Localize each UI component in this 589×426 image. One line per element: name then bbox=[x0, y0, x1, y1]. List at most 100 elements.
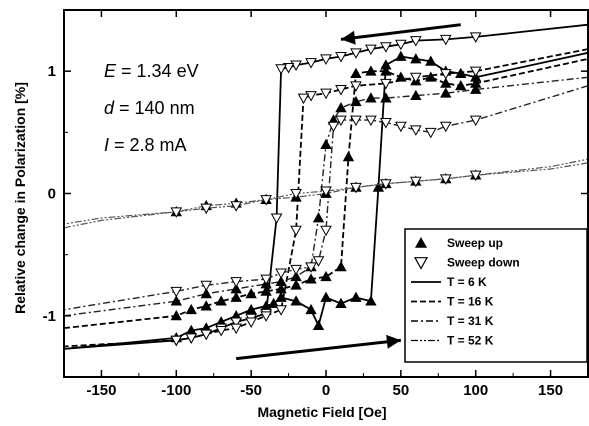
sweep-down-arrow bbox=[340, 23, 461, 45]
sweep-up-marker bbox=[350, 291, 362, 302]
sweep-down-marker bbox=[469, 115, 482, 127]
sweep-down-marker bbox=[260, 311, 272, 322]
sweep-up-marker bbox=[275, 283, 287, 294]
sweep-down-marker bbox=[200, 329, 213, 341]
sweep-down-marker bbox=[439, 69, 452, 80]
series-52k-down bbox=[64, 162, 588, 225]
sweep-down-marker bbox=[380, 179, 392, 190]
sweep-down-marker bbox=[365, 44, 377, 56]
x-tick-label: -150 bbox=[86, 382, 116, 399]
sweep-down-marker bbox=[350, 115, 362, 127]
sweep-down-marker bbox=[230, 323, 243, 335]
sweep-down-marker bbox=[260, 195, 272, 206]
sweep-up-marker bbox=[365, 92, 377, 103]
sweep-up-marker bbox=[470, 83, 482, 94]
sweep-down-marker bbox=[245, 317, 257, 328]
legend-item: T = 6 K bbox=[411, 275, 487, 289]
series-31k-down bbox=[64, 85, 588, 311]
sweep-down-marker bbox=[275, 268, 287, 280]
x-tick-label: 150 bbox=[538, 382, 563, 399]
sweep-up-marker bbox=[380, 92, 392, 103]
sweep-up-marker bbox=[230, 291, 242, 302]
sweep-up-marker bbox=[335, 261, 347, 272]
sweep-up-marker bbox=[245, 287, 257, 299]
sweep-down-marker bbox=[305, 58, 317, 69]
sweep-up-marker bbox=[290, 279, 302, 290]
sweep-up-marker bbox=[335, 297, 347, 309]
sweep-down-marker bbox=[200, 203, 213, 215]
sweep-up-marker bbox=[312, 212, 325, 223]
sweep-down-marker bbox=[270, 213, 283, 224]
sweep-down-marker bbox=[320, 54, 332, 65]
sweep-down-marker bbox=[290, 264, 302, 276]
sweep-down-marker bbox=[275, 305, 287, 316]
sweep-up-marker bbox=[440, 87, 452, 98]
legend-item: T = 16 K bbox=[411, 295, 494, 309]
sweep-up-marker bbox=[305, 303, 317, 315]
axis-ticks: -150 -100 -50 0 50 100 150 -1 0 1 bbox=[43, 9, 589, 399]
parameter-annotation: I = 2.8 mA bbox=[104, 135, 187, 155]
sweep-up-marker bbox=[260, 285, 272, 296]
sweep-down-marker bbox=[409, 125, 422, 136]
legend-label: Sweep down bbox=[447, 256, 520, 270]
sweep-up-marker bbox=[215, 295, 227, 306]
sweep-down-marker bbox=[350, 182, 362, 194]
sweep-down-marker bbox=[380, 118, 392, 129]
sweep-down-marker bbox=[469, 66, 482, 78]
sweep-down-marker bbox=[260, 274, 272, 286]
sweep-down-marker bbox=[327, 121, 340, 133]
y-tick-label: 1 bbox=[48, 63, 56, 80]
sweep-up-marker bbox=[335, 102, 347, 113]
y-tick-label: 0 bbox=[48, 186, 56, 203]
legend-item: T = 52 K bbox=[411, 334, 494, 348]
sweep-up-marker bbox=[170, 295, 182, 306]
sweep-down-marker bbox=[297, 93, 310, 105]
sweep-up-marker bbox=[395, 50, 407, 61]
sweep-up-marker bbox=[200, 300, 212, 311]
sweep-down-marker bbox=[305, 262, 317, 273]
sweep-up-marker bbox=[350, 67, 362, 79]
sweep-up-marker bbox=[320, 138, 332, 149]
sweep-down-marker bbox=[395, 39, 407, 51]
sweep-up-marker bbox=[365, 65, 377, 76]
legend: Sweep up Sweep down T = 6 K T = 16 K T = 31 … bbox=[404, 228, 588, 363]
parameter-annotation: d = 140 nm bbox=[104, 98, 195, 118]
parameter-annotations: E = 1.34 eV d = 140 nm I = 2.8 mA bbox=[104, 61, 199, 155]
sweep-down-marker bbox=[380, 42, 392, 53]
sweep-down-marker bbox=[170, 207, 183, 218]
sweep-down-marker bbox=[409, 72, 422, 84]
sweep-up-marker bbox=[395, 71, 407, 82]
legend-item: Sweep up bbox=[415, 236, 503, 250]
legend-item: Sweep down bbox=[413, 256, 520, 270]
sweep-down-marker bbox=[409, 36, 422, 47]
series-line bbox=[64, 162, 588, 225]
sweep-up-marker bbox=[365, 295, 377, 306]
series-line bbox=[64, 85, 588, 311]
x-tick-label: 0 bbox=[322, 382, 330, 399]
sweep-up-marker bbox=[230, 283, 242, 294]
sweep-down-marker bbox=[424, 127, 437, 139]
sweep-down-marker bbox=[335, 51, 347, 63]
sweep-down-marker bbox=[350, 48, 362, 59]
sweep-down-marker bbox=[230, 201, 243, 212]
legend-box bbox=[404, 228, 588, 363]
sweep-up-marker bbox=[312, 319, 325, 331]
sweep-up-marker bbox=[410, 89, 422, 101]
sweep-down-marker bbox=[170, 335, 183, 347]
legend-label: T = 16 K bbox=[447, 295, 494, 309]
x-axis-title: Magnetic Field [Oe] bbox=[257, 404, 386, 420]
legend-label: T = 52 K bbox=[447, 334, 494, 348]
series-16k-down bbox=[64, 48, 588, 348]
sweep-down-marker bbox=[469, 32, 482, 43]
sweep-down-marker bbox=[290, 225, 302, 237]
sweep-down-marker bbox=[185, 333, 198, 344]
series-31k-up bbox=[64, 76, 588, 317]
sweep-up-arrow bbox=[236, 334, 402, 361]
sweep-up-marker bbox=[185, 303, 197, 315]
series-6k-up bbox=[64, 50, 588, 350]
sweep-up-marker bbox=[410, 53, 422, 64]
sweep-arrows bbox=[236, 23, 461, 361]
sweep-down-marker bbox=[335, 85, 347, 96]
sweep-up-marker bbox=[425, 55, 437, 66]
